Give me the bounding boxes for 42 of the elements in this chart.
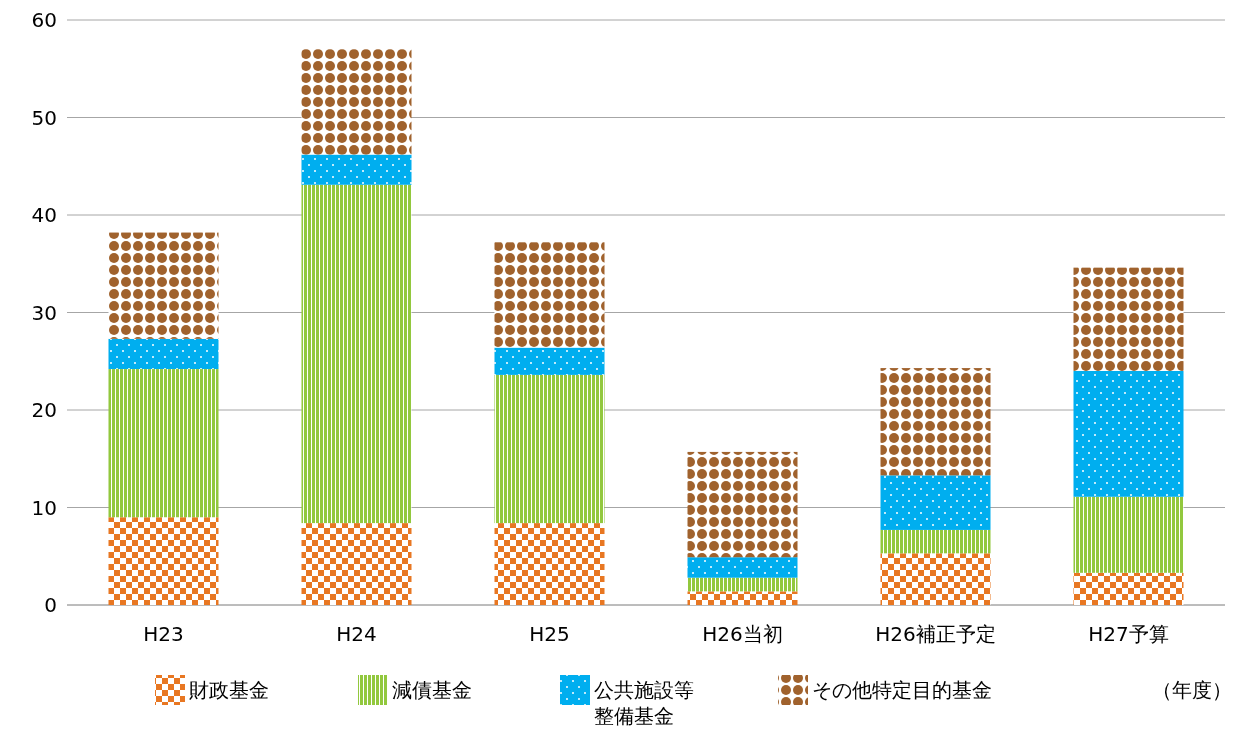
bar — [108, 232, 219, 339]
y-tick-label: 0 — [44, 593, 57, 617]
bar — [108, 369, 219, 518]
bar — [494, 242, 605, 348]
bar — [687, 451, 798, 558]
bar — [301, 523, 412, 605]
y-tick-label: 30 — [31, 300, 57, 325]
x-tick-label: H26補正予定 — [875, 622, 996, 646]
bar — [880, 553, 991, 605]
bar — [880, 368, 991, 476]
bar — [880, 529, 991, 554]
x-tick-label: H25 — [529, 622, 570, 646]
legend-label: 公共施設等整備基金 — [594, 678, 694, 728]
legend-label: 減債基金 — [392, 678, 472, 702]
bar — [301, 184, 412, 524]
bar — [108, 338, 219, 370]
bar — [494, 523, 605, 605]
y-tick-label: 40 — [31, 203, 57, 227]
bar — [494, 347, 605, 375]
bar — [687, 577, 798, 592]
x-tick-label: H24 — [336, 622, 377, 646]
y-tick-label: 10 — [31, 495, 57, 520]
y-tick-label: 20 — [31, 398, 57, 422]
legend-label: 財政基金 — [189, 678, 269, 702]
bar — [687, 591, 798, 605]
bar — [494, 374, 605, 524]
bar — [108, 517, 219, 605]
bar — [1073, 496, 1184, 573]
x-tick-label: H23 — [143, 622, 184, 646]
bar — [301, 49, 412, 155]
x-tick-label: H27予算 — [1088, 622, 1169, 646]
y-tick-label: 50 — [31, 105, 57, 130]
y-tick-label: 60 — [31, 8, 57, 32]
bar — [1073, 371, 1184, 497]
bar — [301, 154, 412, 185]
x-tick-label: H26当初 — [702, 622, 783, 646]
legend-label: その他特定目的基金 — [812, 678, 992, 702]
text: （年度） — [1152, 678, 1232, 702]
bar — [687, 557, 798, 578]
bar — [880, 475, 991, 530]
bar — [1073, 267, 1184, 371]
bar — [1073, 572, 1184, 605]
